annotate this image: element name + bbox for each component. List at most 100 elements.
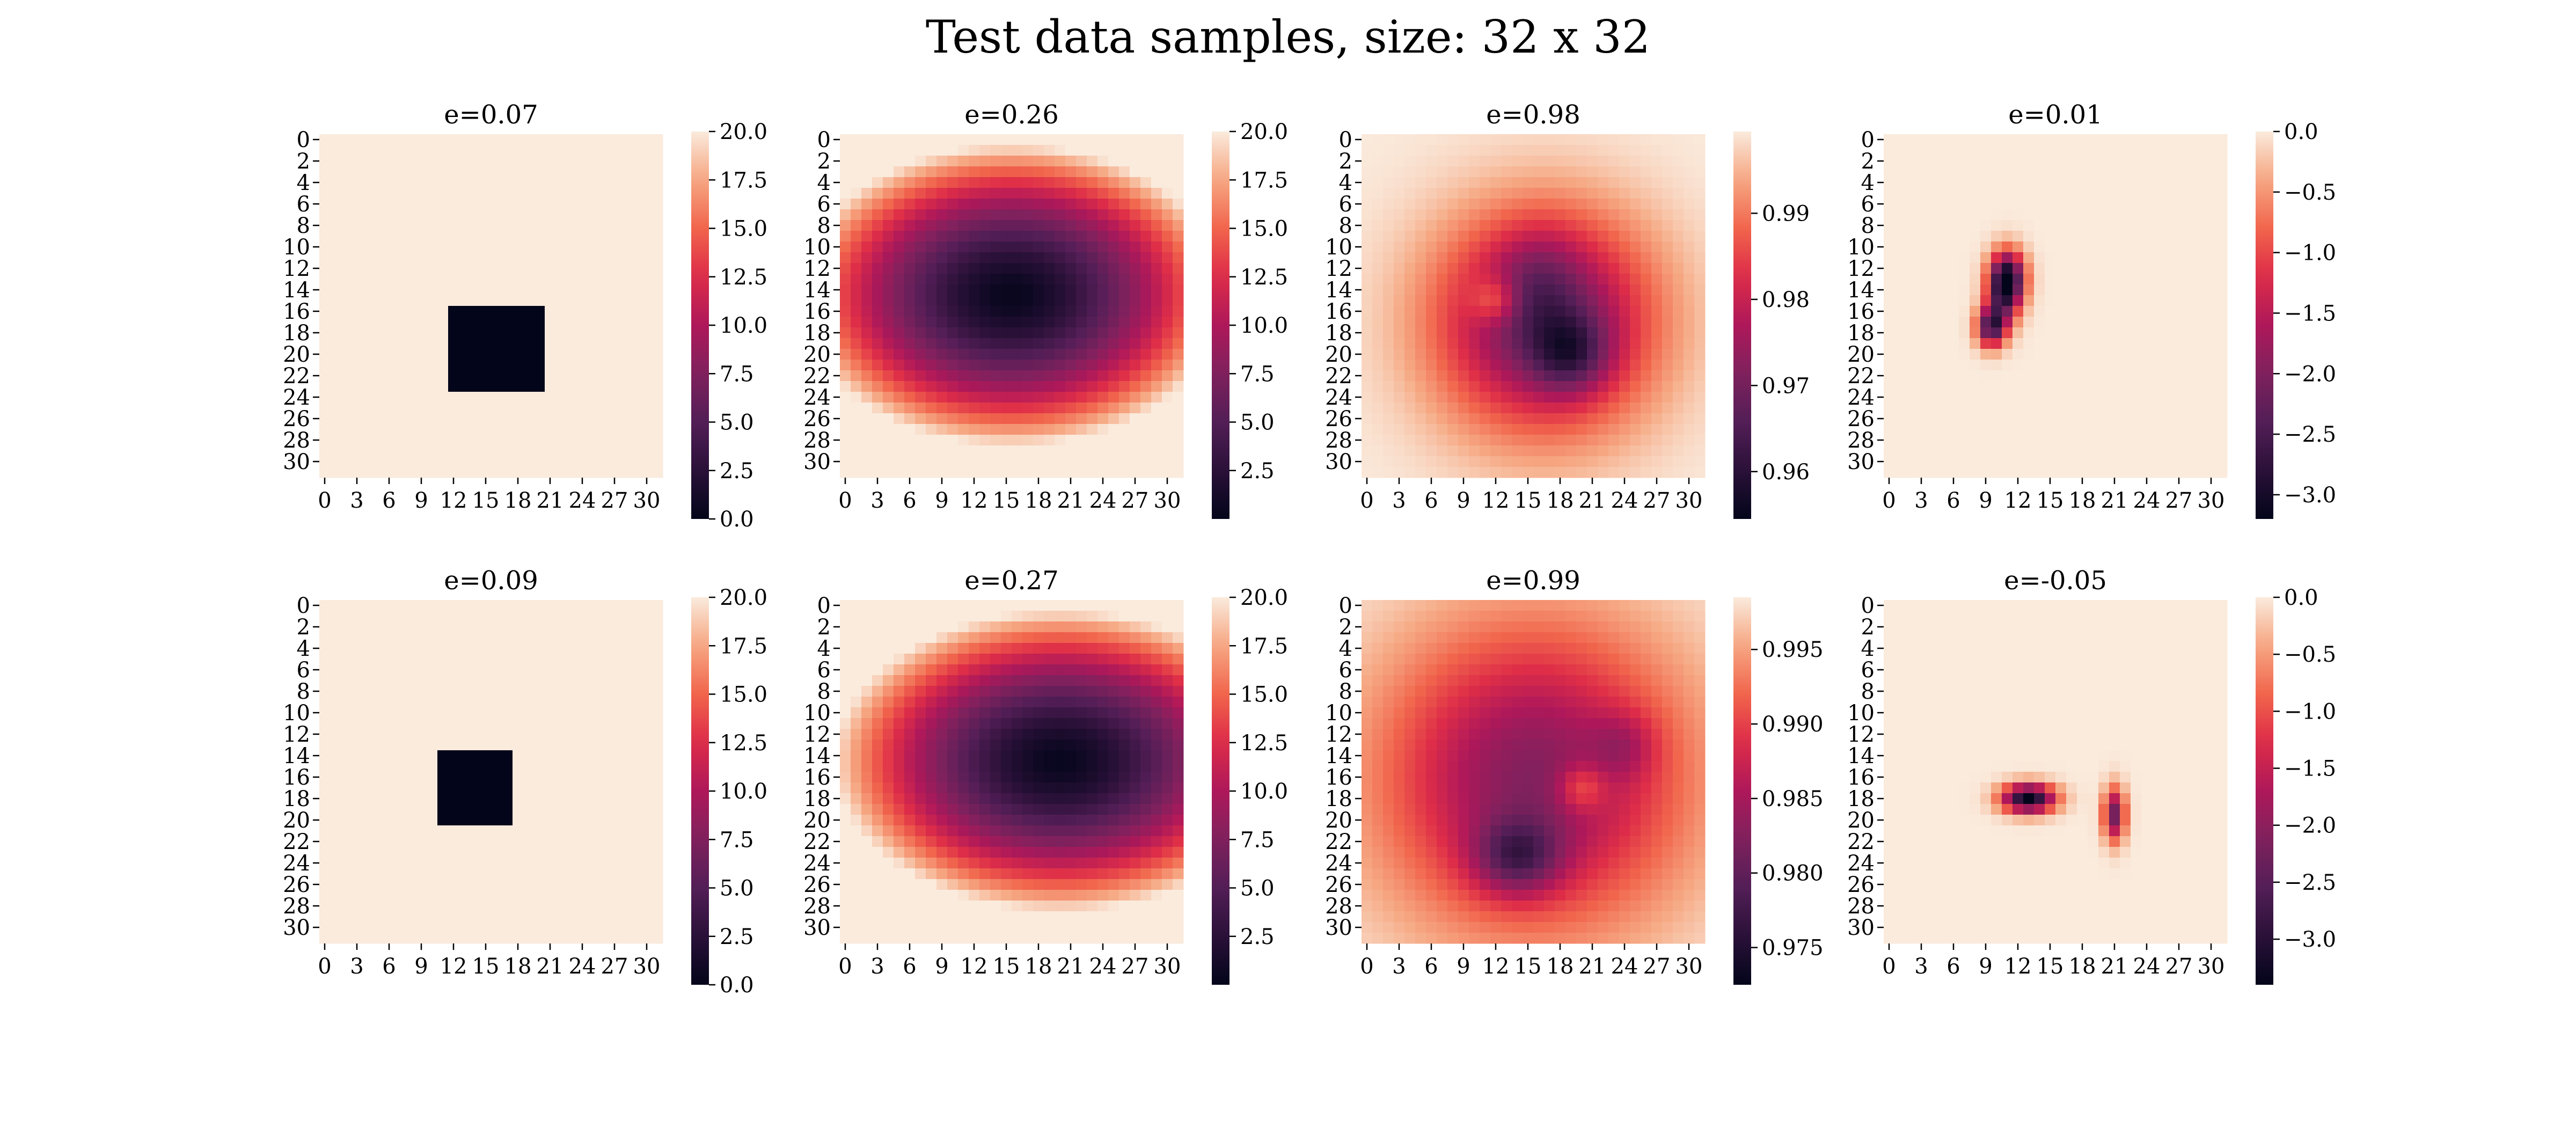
heatmap-cell bbox=[2216, 392, 2228, 403]
heatmap-cell bbox=[384, 209, 395, 221]
heatmap-cell bbox=[1512, 209, 1523, 221]
heatmap-cell bbox=[1970, 392, 1981, 403]
heatmap-cell bbox=[1001, 435, 1012, 446]
heatmap-cell bbox=[2023, 327, 2035, 339]
heatmap-cell bbox=[1162, 284, 1173, 296]
heatmap-cell bbox=[1065, 145, 1077, 156]
heatmap-cell bbox=[2055, 263, 2067, 274]
heatmap-cell bbox=[2174, 413, 2185, 425]
heatmap-cell bbox=[1673, 284, 1684, 296]
heatmap-cell bbox=[427, 707, 438, 719]
heatmap-cell bbox=[2152, 188, 2163, 199]
heatmap-cell bbox=[2131, 402, 2142, 414]
heatmap-cell bbox=[1173, 134, 1184, 145]
heatmap-cell bbox=[534, 413, 545, 425]
heatmap-cell bbox=[480, 295, 492, 306]
heatmap-cell bbox=[566, 729, 577, 740]
heatmap-cell bbox=[394, 729, 406, 740]
heatmap-cell bbox=[2045, 156, 2056, 167]
heatmap-cell bbox=[2077, 220, 2088, 231]
heatmap-cell bbox=[427, 199, 438, 210]
heatmap-cell bbox=[1404, 209, 1416, 221]
heatmap-cell bbox=[840, 231, 851, 242]
heatmap-cell bbox=[631, 317, 642, 328]
heatmap-cell bbox=[915, 220, 926, 231]
heatmap-cell bbox=[1447, 413, 1459, 425]
heatmap-cell bbox=[840, 274, 851, 285]
heatmap-cell bbox=[1362, 199, 1373, 210]
heatmap-cell bbox=[502, 360, 513, 371]
heatmap-cell bbox=[341, 697, 352, 708]
heatmap-cell bbox=[416, 381, 427, 392]
heatmap-cell bbox=[1544, 263, 1555, 274]
heatmap-cell bbox=[502, 611, 513, 622]
heatmap-cell bbox=[448, 317, 459, 328]
heatmap-cell bbox=[341, 456, 352, 467]
heatmap-cell bbox=[2077, 445, 2088, 457]
heatmap-cell bbox=[405, 761, 416, 772]
heatmap-cell bbox=[1576, 231, 1587, 242]
heatmap-cell bbox=[352, 467, 363, 478]
heatmap-cell bbox=[1394, 402, 1405, 414]
heatmap-cell bbox=[1512, 424, 1523, 435]
heatmap-cell bbox=[1437, 295, 1448, 306]
heatmap-cell bbox=[341, 611, 352, 622]
heatmap-cell bbox=[1608, 402, 1620, 414]
heatmap-cell bbox=[1469, 370, 1480, 382]
heatmap-cell bbox=[491, 707, 502, 719]
heatmap-cell bbox=[384, 263, 395, 274]
heatmap-cell bbox=[894, 188, 905, 199]
heatmap-cell bbox=[1012, 252, 1023, 264]
heatmap-cell bbox=[437, 456, 449, 467]
heatmap-cell bbox=[2184, 188, 2196, 199]
heatmap-cell bbox=[1980, 381, 1992, 392]
heatmap-cell bbox=[1608, 306, 1620, 317]
heatmap-cell bbox=[1959, 166, 1970, 178]
heatmap-cell bbox=[883, 156, 894, 167]
heatmap-cell bbox=[1555, 435, 1566, 446]
heatmap-cell bbox=[1001, 252, 1012, 264]
colorbar-tick-label: 0.99 bbox=[1762, 201, 1810, 226]
heatmap-cell bbox=[1641, 231, 1652, 242]
heatmap-cell bbox=[990, 145, 1001, 156]
heatmap-cell bbox=[1512, 177, 1523, 188]
heatmap-cell bbox=[384, 252, 395, 264]
heatmap-cell bbox=[459, 381, 470, 392]
heatmap-cell bbox=[1937, 209, 1949, 221]
heatmap-cell bbox=[1905, 274, 1916, 285]
heatmap-cell bbox=[566, 467, 577, 478]
heatmap-cell bbox=[641, 686, 653, 697]
heatmap-cell bbox=[502, 231, 513, 242]
heatmap-cell bbox=[502, 697, 513, 708]
heatmap-cell bbox=[598, 199, 610, 210]
heatmap-cell bbox=[1108, 220, 1119, 231]
heatmap-cell bbox=[362, 782, 374, 794]
heatmap-cell bbox=[1501, 220, 1512, 231]
heatmap-cell bbox=[1576, 188, 1587, 199]
heatmap-cell bbox=[2174, 445, 2185, 457]
heatmap-cell bbox=[491, 306, 502, 317]
heatmap-cell bbox=[566, 381, 577, 392]
heatmap-cell bbox=[1694, 209, 1706, 221]
heatmap-cell bbox=[641, 675, 653, 686]
heatmap-cell bbox=[1501, 306, 1512, 317]
heatmap-cell bbox=[480, 600, 492, 611]
heatmap-cell bbox=[1447, 338, 1459, 349]
heatmap-cell bbox=[1587, 349, 1598, 360]
heatmap-cell bbox=[641, 707, 653, 719]
heatmap-cell bbox=[2174, 424, 2185, 435]
heatmap-cell bbox=[1916, 370, 1927, 382]
heatmap-cell bbox=[555, 413, 567, 425]
heatmap-cell bbox=[341, 664, 352, 676]
heatmap-cell bbox=[1108, 349, 1119, 360]
heatmap-cell bbox=[330, 643, 341, 654]
heatmap-cell bbox=[1608, 424, 1620, 435]
heatmap-cell bbox=[1447, 402, 1459, 414]
heatmap-cell bbox=[2195, 445, 2206, 457]
heatmap-cell bbox=[1991, 413, 2002, 425]
heatmap-cell bbox=[459, 793, 470, 804]
heatmap-cell bbox=[1884, 445, 1895, 457]
heatmap-cell bbox=[437, 740, 449, 751]
heatmap-cell bbox=[2141, 274, 2153, 285]
x-tick-label: 9 bbox=[935, 488, 948, 513]
